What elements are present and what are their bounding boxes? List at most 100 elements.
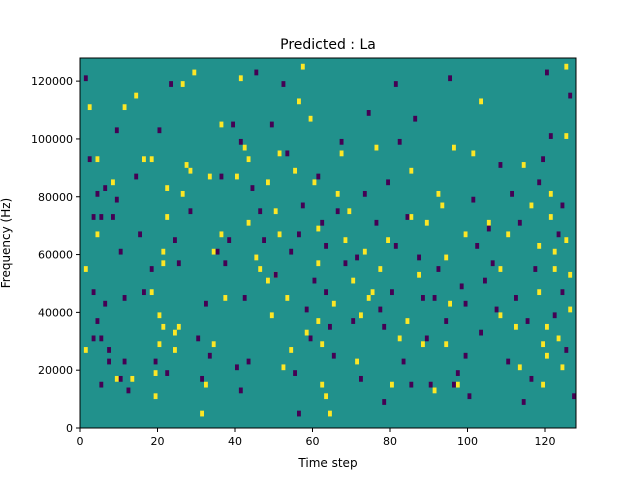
- heatmap-cell-high-77: [366, 295, 371, 301]
- heatmap-cell-low-77: [397, 138, 402, 145]
- x-tick-label: 20: [151, 435, 165, 448]
- heatmap-cell-high-75: [359, 312, 363, 319]
- heatmap-cell-high-44: [258, 266, 263, 272]
- low-cells: [83, 69, 577, 417]
- heatmap-cell-high-3: [95, 231, 100, 238]
- x-axis-ticks: 0 20 40 60 80 100 120: [77, 428, 556, 448]
- heatmap-cell-low-81: [413, 115, 418, 122]
- heatmap-cell-high-29: [192, 69, 197, 76]
- y-tick-label: 80000: [38, 191, 73, 204]
- heatmap-cell-high-42: [246, 219, 251, 226]
- heatmap-cell-low-122: [572, 393, 577, 400]
- heatmap-cell-low-93: [463, 300, 468, 307]
- heatmap-cell-high-20: [165, 185, 170, 191]
- heatmap-cell-high-104: [506, 231, 511, 238]
- heatmap-cell-low-129: [122, 358, 127, 365]
- heatmap-cell-high-109: [537, 243, 542, 249]
- heatmap-cell-high-23: [173, 347, 177, 353]
- heatmap-cell-low-32: [227, 237, 232, 243]
- heatmap-cell-high-106: [517, 364, 522, 371]
- heatmap-cell-high-66: [324, 393, 329, 400]
- heatmap-cell-high-125: [568, 271, 573, 278]
- heatmap-cell-high-50: [277, 150, 282, 157]
- heatmap-cell-low-126: [103, 185, 108, 191]
- heatmap-cell-low-58: [324, 243, 329, 249]
- heatmap-cell-low-41: [258, 208, 263, 215]
- heatmap-cell-low-38: [246, 358, 251, 365]
- heatmap-cell-low-56: [320, 219, 325, 226]
- heatmap-cell-low-52: [304, 306, 309, 313]
- heatmap-cell-low-104: [506, 358, 511, 365]
- heatmap-cell-high-117: [552, 248, 557, 255]
- heatmap-cell-low-35: [238, 138, 243, 145]
- heatmap-cell-high-122: [564, 133, 569, 139]
- chart-title: Predicted : La: [280, 37, 376, 53]
- heatmap-cell-high-90: [432, 387, 437, 394]
- heatmap-cell-high-91: [436, 190, 441, 197]
- heatmap-cell-high-52: [281, 364, 286, 371]
- heatmap-cell-high-110: [537, 289, 542, 296]
- heatmap-cell-low-49: [297, 231, 301, 238]
- heatmap-cell-low-83: [421, 295, 425, 301]
- heatmap-cell-low-102: [494, 306, 499, 313]
- heatmap-cell-high-123: [564, 63, 569, 70]
- heatmap-cell-high-5: [111, 179, 115, 186]
- heatmap-cell-low-13: [122, 295, 127, 301]
- heatmap-cell-high-81: [386, 237, 391, 243]
- heatmap-cell-low-127: [107, 358, 112, 365]
- heatmap-cell-high-89: [424, 219, 429, 226]
- heatmap-cell-low-72: [382, 399, 387, 405]
- heatmap-cell-low-130: [138, 231, 143, 238]
- heatmap-cell-low-116: [552, 312, 557, 319]
- heatmap-cell-low-108: [521, 399, 526, 405]
- heatmap-cell-high-56: [297, 98, 301, 105]
- heatmap-cell-low-90: [452, 381, 456, 388]
- heatmap-cell-high-7: [122, 104, 127, 111]
- heatmap-cell-low-45: [281, 81, 286, 87]
- heatmap-cell-high-99: [471, 150, 476, 157]
- heatmap-cell-high-6: [114, 375, 119, 382]
- heatmap-cell-high-9: [134, 92, 139, 99]
- heatmap-cell-low-109: [525, 318, 530, 324]
- heatmap-cell-high-102: [498, 266, 503, 272]
- heatmap-cell-low-46: [285, 150, 290, 157]
- heatmap-cell-low-125: [99, 214, 104, 220]
- heatmap-cell-low-128: [118, 375, 123, 382]
- heatmap-cell-high-17: [161, 323, 166, 330]
- heatmap-cell-high-43: [254, 254, 259, 261]
- heatmap-cell-low-84: [424, 335, 429, 342]
- heatmap-cell-high-84: [405, 318, 410, 324]
- heatmap-cell-high-11: [149, 156, 154, 163]
- heatmap-cell-low-44: [273, 271, 278, 278]
- heatmap-cell-low-80: [409, 381, 414, 388]
- heatmap-cell-low-34: [235, 364, 239, 371]
- heatmap-cell-high-37: [223, 295, 228, 301]
- heatmap-cell-high-68: [331, 300, 336, 307]
- y-tick-label: 100000: [31, 133, 73, 146]
- heatmap-cell-high-47: [269, 312, 274, 319]
- heatmap-cell-high-16: [157, 341, 162, 348]
- heatmap-cell-low-33: [231, 121, 236, 128]
- heatmap-cell-high-121: [564, 237, 569, 243]
- heatmap-cell-high-95: [448, 300, 453, 307]
- heatmap-cell-high-113: [545, 323, 549, 330]
- heatmap-cell-low-57: [324, 289, 329, 296]
- heatmap-cell-high-59: [308, 115, 313, 122]
- heatmap-cell-low-4: [95, 190, 100, 197]
- heatmap-cell-low-65: [355, 254, 360, 261]
- heatmap-cell-high-8: [130, 375, 135, 382]
- heatmap-cell-low-120: [564, 347, 569, 353]
- heatmap-cell-high-24: [176, 323, 181, 330]
- heatmap-cell-low-69: [374, 219, 379, 226]
- y-axis-label: Frequency (Hz): [0, 198, 13, 289]
- heatmap-cell-high-32: [207, 173, 212, 180]
- heatmap-cell-low-40: [254, 69, 259, 76]
- heatmap-cell-low-73: [386, 179, 391, 186]
- heatmap-cell-low-110: [529, 375, 534, 382]
- heatmap-cell-low-101: [490, 260, 495, 267]
- heatmap-cell-low-50: [297, 410, 301, 417]
- heatmap-cell-low-79: [405, 214, 410, 220]
- heatmap-cell-high-85: [409, 214, 414, 220]
